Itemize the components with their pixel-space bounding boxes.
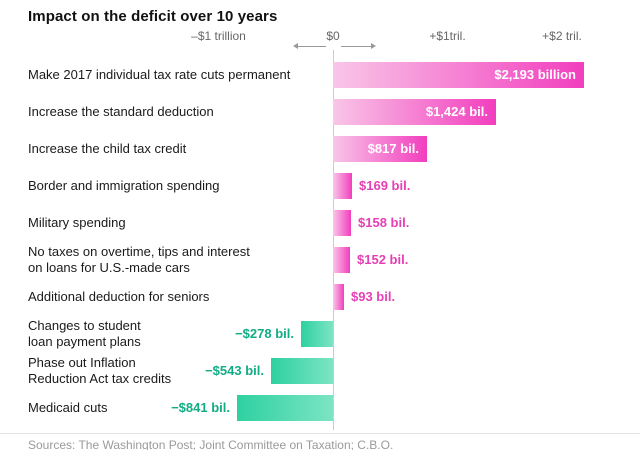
chart-title: Impact on the deficit over 10 years (28, 8, 278, 25)
value-label: $158 bil. (358, 215, 410, 230)
category-label: Increase the child tax credit (28, 140, 187, 156)
category-label: Increase the standard deduction (28, 103, 214, 119)
value-label: $169 bil. (359, 178, 411, 193)
value-label: $2,193 billion (494, 67, 576, 82)
positive-bar: $817 bil. (333, 135, 427, 162)
axis-tick: +$2 tril. (542, 29, 582, 43)
footer-divider (0, 433, 640, 434)
category-label: Military spending (28, 214, 126, 230)
category-label: Changes to student loan payment plans (28, 317, 141, 349)
positive-bar (333, 172, 352, 199)
positive-bar (333, 209, 351, 236)
value-label: −$278 bil. (235, 326, 294, 341)
value-label: −$841 bil. (171, 400, 230, 415)
axis-tick: $0 (326, 29, 340, 43)
positive-bar: $1,424 bil. (333, 98, 496, 125)
axis-left-arrowhead (293, 43, 298, 49)
axis-right-arrowhead (371, 43, 376, 49)
source-note: Sources: The Washington Post; Joint Comm… (28, 438, 394, 450)
category-label: Phase out Inflation Reduction Act tax cr… (28, 354, 172, 386)
positive-bar (333, 283, 344, 310)
negative-bar (237, 394, 333, 421)
axis-left-arrow (296, 46, 326, 47)
positive-bar (333, 246, 350, 273)
value-label: $1,424 bil. (425, 104, 488, 119)
value-label: $817 bil. (367, 141, 419, 156)
value-label: $93 bil. (351, 289, 396, 304)
negative-bar (271, 357, 333, 384)
category-label: Make 2017 individual tax rate cuts perma… (28, 66, 291, 82)
category-label: Border and immigration spending (28, 177, 220, 193)
category-label: Additional deduction for seniors (28, 288, 210, 304)
axis-tick: –$1 trillion (191, 29, 246, 43)
positive-bar: $2,193 billion (333, 61, 584, 88)
negative-bar (301, 320, 333, 347)
axis-tick: +$1tril. (429, 29, 466, 43)
value-label: $152 bil. (357, 252, 409, 267)
category-label: Medicaid cuts (28, 399, 108, 415)
axis-right-arrow (341, 46, 371, 47)
value-label: −$543 bil. (205, 363, 264, 378)
zero-baseline (333, 50, 334, 430)
category-label: No taxes on overtime, tips and interest … (28, 243, 250, 275)
